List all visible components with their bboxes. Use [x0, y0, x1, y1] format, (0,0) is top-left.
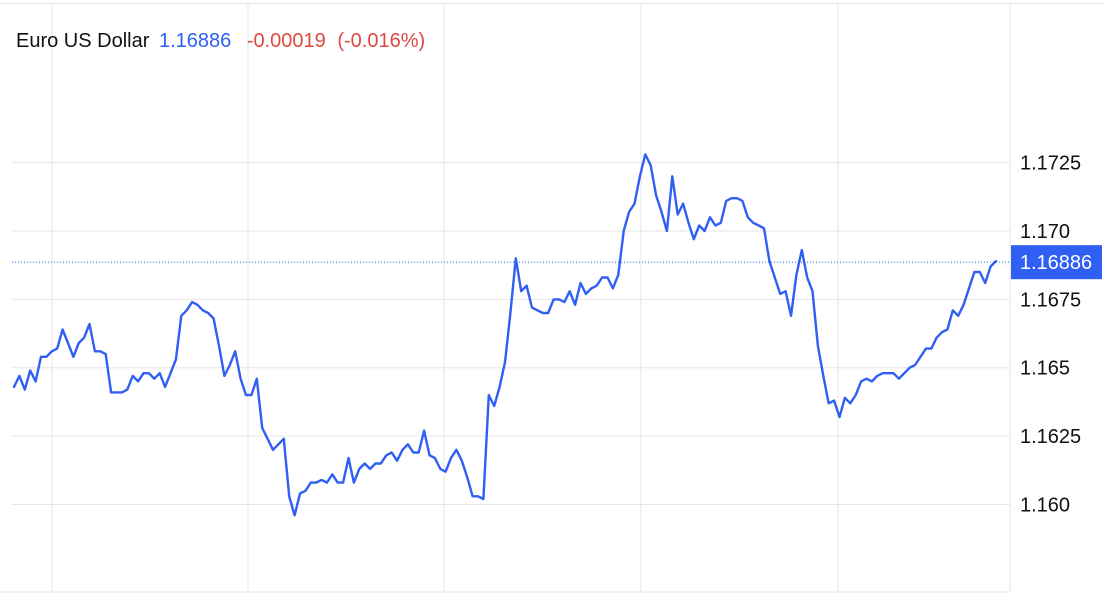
last-price-badge: 1.16886	[12, 245, 1102, 280]
y-tick-label: 1.1675	[1020, 289, 1081, 311]
last-price-badge-bg	[1011, 245, 1102, 280]
y-tick-label: 1.165	[1020, 358, 1070, 380]
price-change: -0.00019	[246, 30, 326, 52]
y-tick-label: 1.1725	[1020, 153, 1081, 175]
instrument-name: Euro US Dollar	[16, 30, 150, 52]
last-price-label: 1.16886	[1020, 252, 1092, 274]
y-axis: 1.160 1.1625 1.165 1.1675 1.170 1.1725	[1020, 153, 1081, 517]
price-series-line	[12, 153, 998, 517]
y-tick-label: 1.1625	[1020, 426, 1081, 448]
price-line-layer	[12, 153, 998, 517]
grid	[0, 3, 1104, 593]
current-price: 1.16886	[158, 30, 232, 52]
y-tick-label: 1.160	[1020, 494, 1070, 516]
y-tick-label: 1.170	[1020, 221, 1070, 243]
price-change-percent: (-0.016%)	[337, 30, 426, 52]
chart-header: Euro US Dollar 1.16886 -0.00019 (-0.016%…	[16, 29, 425, 53]
